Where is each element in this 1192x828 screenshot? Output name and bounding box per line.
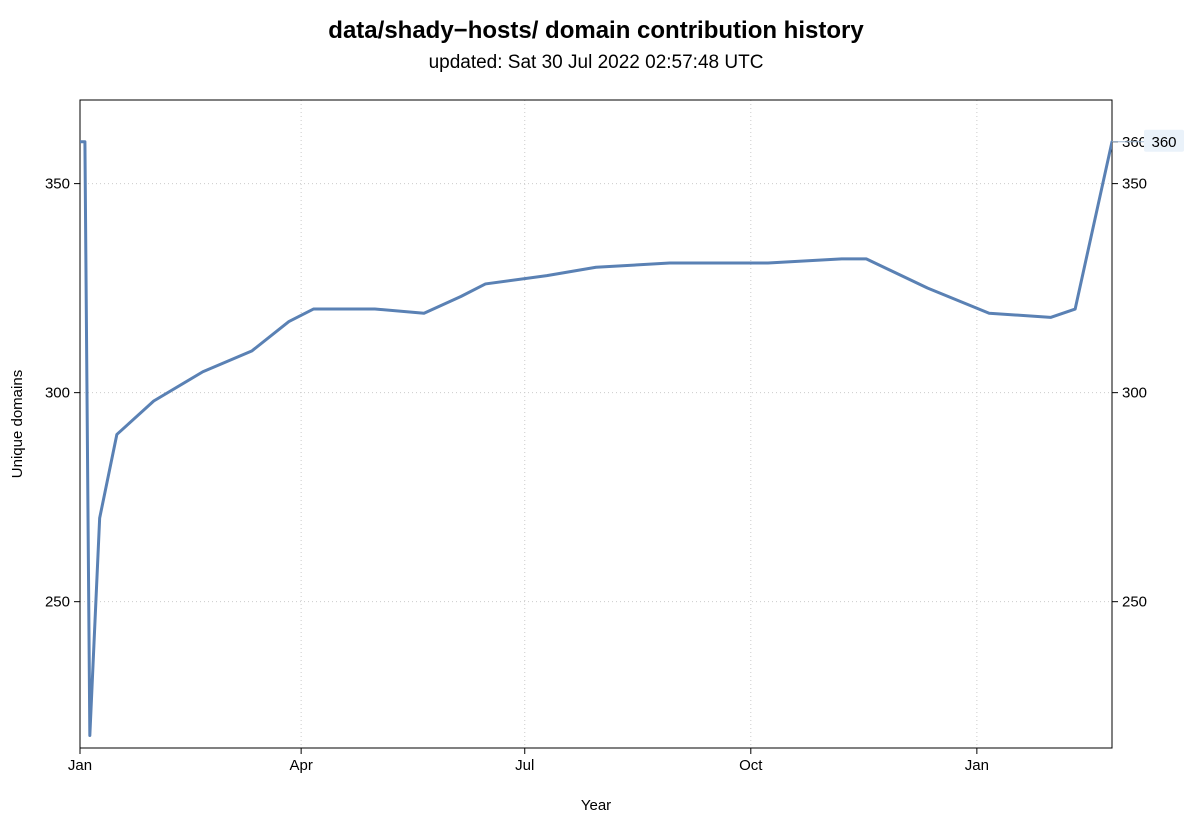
y-tick-label-right: 300 — [1122, 385, 1147, 402]
x-tick-label: Jul — [515, 757, 534, 774]
y-tick-label-right: 350 — [1122, 176, 1147, 193]
end-label: 360 — [1151, 134, 1176, 151]
x-tick-label: Apr — [289, 757, 312, 774]
y-tick-label-left: 300 — [45, 385, 70, 402]
x-axis-label: Year — [581, 797, 611, 814]
chart-container: data/shady−hosts/ domain contribution hi… — [0, 0, 1192, 828]
y-tick-label-right: 250 — [1122, 594, 1147, 611]
y-tick-label-left: 350 — [45, 176, 70, 193]
y-tick-label-left: 250 — [45, 594, 70, 611]
line-chart: data/shady−hosts/ domain contribution hi… — [0, 0, 1192, 828]
chart-title: data/shady−hosts/ domain contribution hi… — [328, 17, 864, 44]
x-tick-label: Jan — [965, 757, 989, 774]
y-axis-label: Unique domains — [9, 370, 26, 478]
x-tick-label: Oct — [739, 757, 763, 774]
x-tick-label: Jan — [68, 757, 92, 774]
chart-background — [0, 0, 1192, 828]
chart-subtitle: updated: Sat 30 Jul 2022 02:57:48 UTC — [429, 52, 764, 73]
